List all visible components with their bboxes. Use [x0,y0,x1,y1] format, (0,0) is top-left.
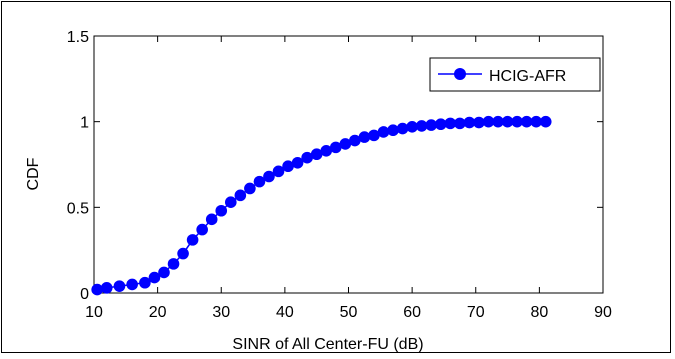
x-tick-label: 60 [403,304,421,321]
data-point [282,160,294,173]
data-point [387,124,399,137]
data-point [215,204,228,217]
data-point [272,165,285,178]
data-point [434,118,447,131]
y-tick-label: 0.5 [67,200,89,217]
data-point [167,258,180,270]
data-point [253,175,266,188]
y-axis-label: CDF [25,157,42,190]
data-point [100,282,113,294]
data-point [91,283,103,296]
data-point [234,189,247,202]
data-point [329,141,342,154]
data-point [205,213,218,226]
data-point [263,170,275,183]
data-point [415,120,428,132]
x-tick-label: 50 [340,304,358,321]
data-point [139,276,151,289]
figure-frame: 10 20 30 40 50 60 70 80 90 0 0.5 1 1.5 HCIG-AFR SINR… [1,1,671,353]
data-point [339,138,352,150]
data-point [406,121,418,133]
x-tick-label: 30 [212,304,230,321]
y-tick-label: 1.5 [67,29,89,46]
data-point [244,182,256,195]
data-point [492,115,504,128]
data-point [177,247,189,260]
data-point [520,115,533,128]
data-point [377,126,390,138]
data-point [511,115,523,128]
data-point [301,151,313,164]
data-point [196,223,208,236]
data-point [358,131,371,143]
x-tick-label: 90 [594,304,612,321]
data-point [349,134,361,147]
x-tick-label: 10 [85,304,103,321]
data-point [113,280,126,292]
y-tick-label: 0 [80,286,89,303]
x-axis-label: SINR of All Center-FU (dB) [232,336,423,353]
legend: HCIG-AFR [429,57,601,92]
x-tick-label: 40 [276,304,294,321]
data-point [530,115,542,128]
data-point [224,196,237,208]
data-point [291,156,304,169]
data-point [368,129,380,142]
legend-marker [454,68,466,80]
data-point [482,115,495,128]
data-point [158,266,170,279]
data-point [454,117,466,130]
legend-label: HCIG-AFR [489,68,566,85]
data-point [473,116,485,129]
cdf-chart: 10 20 30 40 50 60 70 80 90 0 0.5 1 1.5 HCIG-AFR SINR… [25,29,612,353]
data-point [463,116,476,129]
data-point [539,115,552,128]
data-point [148,271,161,284]
data-point [501,115,514,128]
data-point [425,119,438,131]
data-point [126,278,138,291]
data-point [310,148,323,161]
data-point [444,117,457,130]
x-tick-label: 70 [467,304,485,321]
data-point [186,234,199,246]
y-tick-label: 1 [80,115,89,132]
x-tick-label: 80 [530,304,548,321]
x-tick-label: 20 [149,304,167,321]
data-point [320,144,333,157]
data-point [396,122,409,135]
